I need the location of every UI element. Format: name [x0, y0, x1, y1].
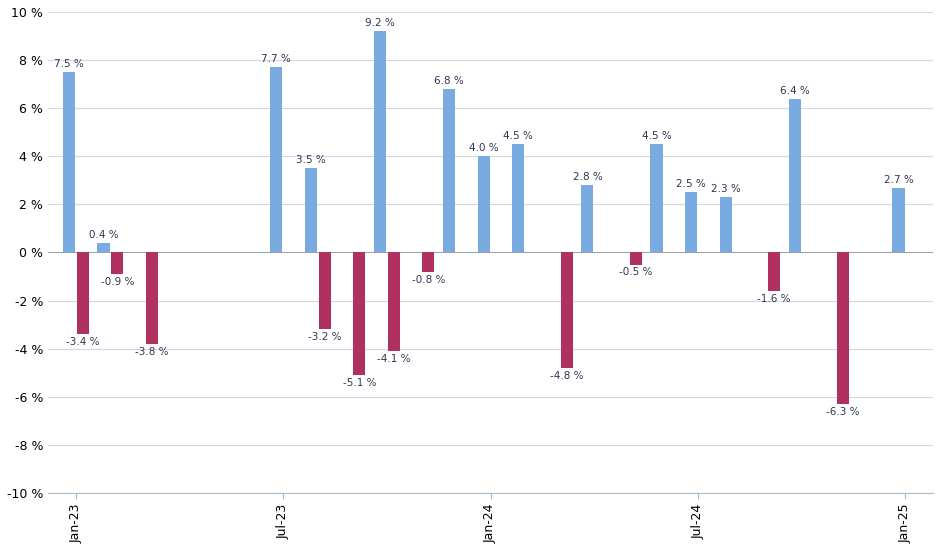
Text: -0.5 %: -0.5 %	[619, 267, 652, 277]
Bar	[650, 144, 663, 252]
Text: 7.5 %: 7.5 %	[54, 59, 84, 69]
Bar	[319, 252, 331, 329]
Text: 2.3 %: 2.3 %	[711, 184, 741, 194]
Bar	[512, 144, 525, 252]
Text: -0.8 %: -0.8 %	[412, 274, 445, 284]
Bar	[478, 156, 490, 252]
Text: -3.8 %: -3.8 %	[135, 346, 168, 357]
Text: 4.0 %: 4.0 %	[469, 144, 498, 153]
Bar	[685, 192, 697, 252]
Text: -4.8 %: -4.8 %	[550, 371, 584, 381]
Text: -4.1 %: -4.1 %	[377, 354, 411, 364]
Text: 4.5 %: 4.5 %	[504, 131, 533, 141]
Text: 0.4 %: 0.4 %	[88, 230, 118, 240]
Text: 2.8 %: 2.8 %	[572, 172, 603, 182]
Text: -3.2 %: -3.2 %	[308, 332, 341, 342]
Bar	[720, 197, 731, 252]
Bar	[560, 252, 572, 368]
Bar	[305, 168, 317, 252]
Bar	[892, 188, 904, 252]
Bar	[63, 72, 75, 252]
Bar	[146, 252, 158, 344]
Bar	[353, 252, 366, 375]
Text: -6.3 %: -6.3 %	[826, 407, 860, 417]
Bar	[271, 67, 282, 252]
Bar	[630, 252, 642, 265]
Text: 9.2 %: 9.2 %	[365, 18, 395, 28]
Bar	[443, 89, 455, 252]
Bar	[374, 31, 386, 252]
Text: -5.1 %: -5.1 %	[342, 378, 376, 388]
Text: -1.6 %: -1.6 %	[758, 294, 791, 304]
Text: -0.9 %: -0.9 %	[101, 277, 134, 287]
Bar	[581, 185, 593, 252]
Bar	[388, 252, 400, 351]
Text: 6.8 %: 6.8 %	[434, 76, 464, 86]
Bar	[98, 243, 110, 252]
Bar	[111, 252, 123, 274]
Text: -3.4 %: -3.4 %	[66, 337, 100, 347]
Text: 7.7 %: 7.7 %	[261, 54, 291, 64]
Bar	[789, 98, 801, 252]
Text: 2.7 %: 2.7 %	[884, 175, 914, 185]
Bar	[422, 252, 434, 272]
Text: 6.4 %: 6.4 %	[780, 86, 809, 96]
Text: 3.5 %: 3.5 %	[296, 156, 326, 166]
Text: 4.5 %: 4.5 %	[642, 131, 671, 141]
Text: 2.5 %: 2.5 %	[676, 179, 706, 189]
Bar	[768, 252, 780, 291]
Bar	[838, 252, 849, 404]
Bar	[77, 252, 88, 334]
